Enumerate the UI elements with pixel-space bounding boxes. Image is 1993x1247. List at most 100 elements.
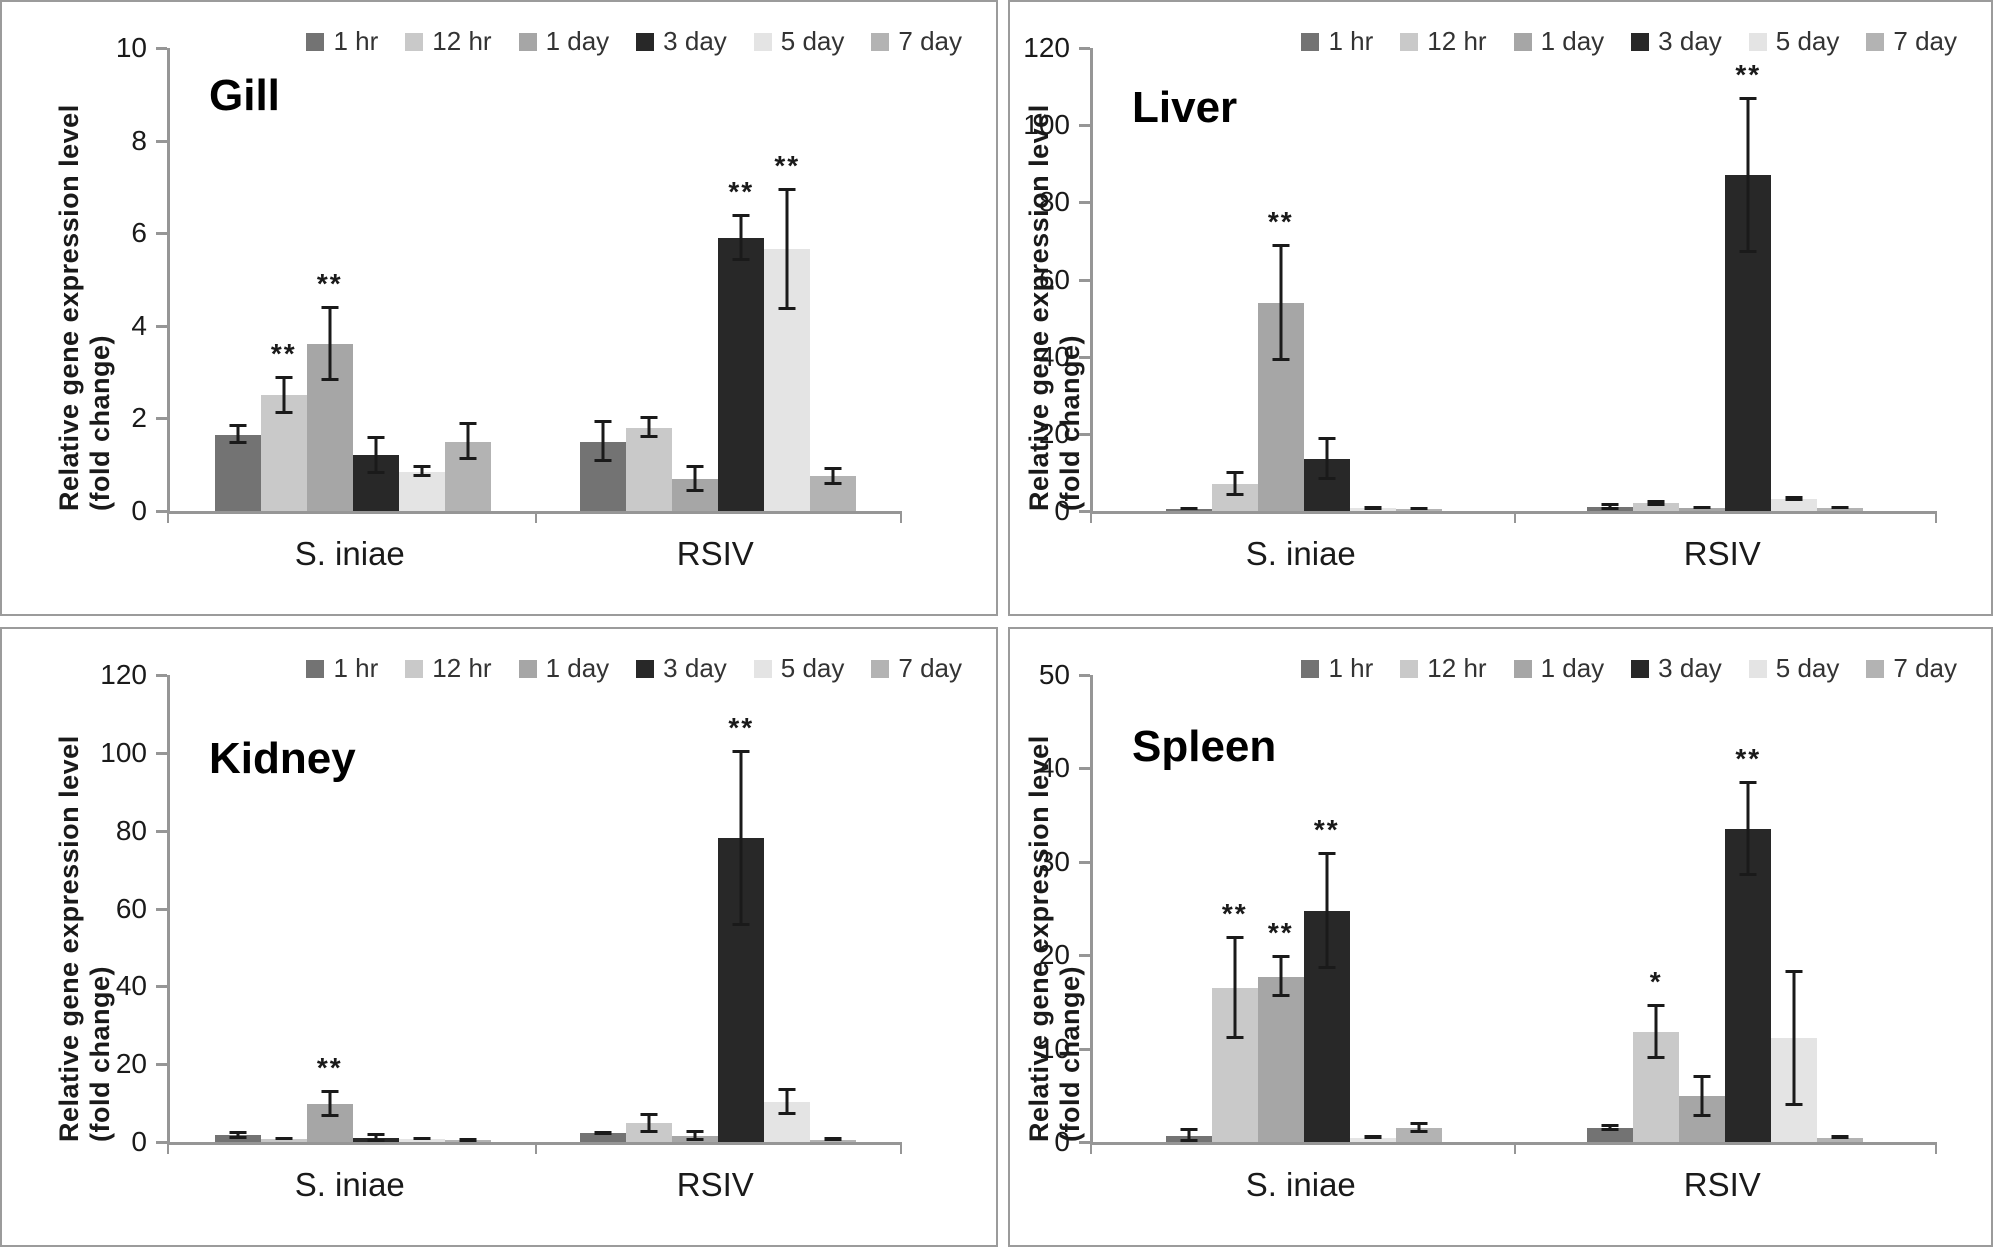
error-bar (1654, 1004, 1658, 1059)
legend-item-12-hr: 12 hr (405, 26, 492, 57)
bar-slot-12-hr: * (1633, 675, 1680, 1142)
error-bar (236, 1131, 240, 1140)
legend-swatch-icon (405, 659, 424, 678)
significance-label: ** (1221, 897, 1248, 929)
bar-5-day (1771, 498, 1818, 511)
legend-swatch-icon (518, 659, 537, 678)
bar-slot-7-day (444, 675, 491, 1142)
legend-item-5-day: 5 day (753, 26, 844, 57)
error-bar-cap-bottom (1226, 492, 1244, 496)
panel-title: Kidney (209, 734, 356, 783)
x-tick-mark (1090, 1142, 1092, 1154)
bar-slot-1-day: ** (1257, 48, 1304, 511)
significance-label: ** (774, 150, 801, 182)
error-bar-cap-bottom (1693, 506, 1711, 510)
legend-swatch-icon (1631, 659, 1650, 678)
error-bar-cap-bottom (1272, 994, 1290, 998)
y-tick-mark (156, 232, 167, 236)
bar-slot-1-day (1679, 675, 1726, 1142)
error-bar (466, 423, 470, 461)
error-bar-cap-top (778, 188, 796, 192)
bar-slot-12-hr (1211, 48, 1258, 511)
error-bar (328, 307, 332, 382)
legend-swatch-icon (306, 659, 325, 678)
error-bar-cap-bottom (594, 1132, 612, 1136)
bar-slot-3-day: ** (718, 675, 765, 1142)
bar-slot-12-hr (626, 48, 673, 511)
bar-slot-5-day (1349, 48, 1396, 511)
y-tick-mark (156, 47, 167, 50)
y-tick-label: 60 (115, 892, 147, 924)
bar-5-day (398, 1139, 445, 1142)
bar-slot-1-day: ** (306, 48, 353, 511)
y-tick-label: 50 (1038, 659, 1070, 690)
legend-item-12-hr: 12 hr (405, 653, 492, 684)
significance-label: ** (316, 1051, 343, 1083)
legend-item-5-day: 5 day (1748, 26, 1839, 57)
panel-spleen: Relative gene expression level (fold cha… (1008, 627, 1993, 1247)
legend-label: 3 day (663, 26, 727, 56)
bar-slot-3-day (1303, 48, 1350, 511)
error-bar-cap-top (1693, 1074, 1711, 1078)
x-tick-mark (1514, 1142, 1516, 1154)
bar-slot-3-day: ** (1725, 48, 1772, 511)
bar-slot-7-day (1395, 675, 1442, 1142)
legend-swatch-icon (636, 659, 655, 678)
error-bar-cap-bottom (1410, 506, 1428, 510)
y-tick-mark (1079, 1047, 1090, 1051)
error-bar-cap-top (1601, 1123, 1619, 1127)
bar-3-day (718, 237, 765, 511)
y-tick-mark (156, 751, 167, 755)
significance-label: ** (1735, 59, 1762, 91)
error-bar-cap-bottom (1180, 1139, 1198, 1142)
y-tick-label: 10 (115, 32, 147, 63)
error-bar (1608, 1124, 1612, 1132)
x-category-label: RSIV (676, 535, 754, 572)
bar-slot-1-day (1679, 48, 1726, 511)
error-bar-cap-top (686, 464, 704, 468)
y-tick-mark (1079, 860, 1090, 864)
error-bar-cap-bottom (321, 378, 339, 382)
y-tick-label: 2 (131, 402, 147, 434)
y-tick-label: 40 (115, 970, 147, 1002)
y-tick-label: 80 (115, 814, 147, 846)
legend-item-5-day: 5 day (1748, 653, 1840, 684)
panel-title: Spleen (1132, 722, 1277, 771)
error-bar-cap-bottom (778, 1112, 796, 1116)
error-bar (831, 467, 835, 485)
significance-label: ** (1267, 205, 1294, 237)
error-bar (420, 466, 424, 478)
significance-label: * (1649, 965, 1663, 997)
legend-item-12-hr: 12 hr (1400, 26, 1487, 57)
error-bar-cap-bottom (824, 481, 842, 485)
legend-swatch-icon (1631, 32, 1650, 51)
error-bar-cap-top (459, 422, 477, 426)
error-bar-cap-bottom (1739, 249, 1757, 253)
x-tick-mark (167, 511, 169, 523)
error-bar-cap-top (686, 1130, 704, 1134)
error-bar-cap-bottom (824, 1137, 842, 1141)
y-tick-mark (1079, 432, 1090, 436)
error-bar-cap-top (732, 749, 750, 753)
y-tick-mark (156, 1063, 167, 1067)
y-tick-label: 4 (131, 309, 147, 341)
error-bar-cap-bottom (1831, 1136, 1849, 1140)
y-axis-title: Relative gene expression level (fold cha… (54, 104, 115, 511)
y-axis-title: Relative gene expression level (fold cha… (1024, 735, 1085, 1142)
legend-swatch-icon (1748, 32, 1767, 51)
legend-item-5-day: 5 day (753, 653, 844, 684)
bar-slot-3-day (352, 48, 399, 511)
significance-label: ** (728, 175, 755, 207)
legend-label: 5 day (1775, 653, 1840, 683)
y-tick-label: 120 (100, 659, 147, 690)
significance-label: ** (270, 337, 297, 369)
error-bar (601, 420, 605, 463)
bar-slot-1-day (672, 48, 719, 511)
y-tick-label: 100 (100, 736, 147, 768)
y-tick-mark (1079, 954, 1090, 958)
bar-slot-5-day (1349, 675, 1396, 1142)
error-bar-cap-top (778, 1087, 796, 1091)
error-bar (785, 189, 789, 310)
bar-slot-7-day (810, 48, 857, 511)
